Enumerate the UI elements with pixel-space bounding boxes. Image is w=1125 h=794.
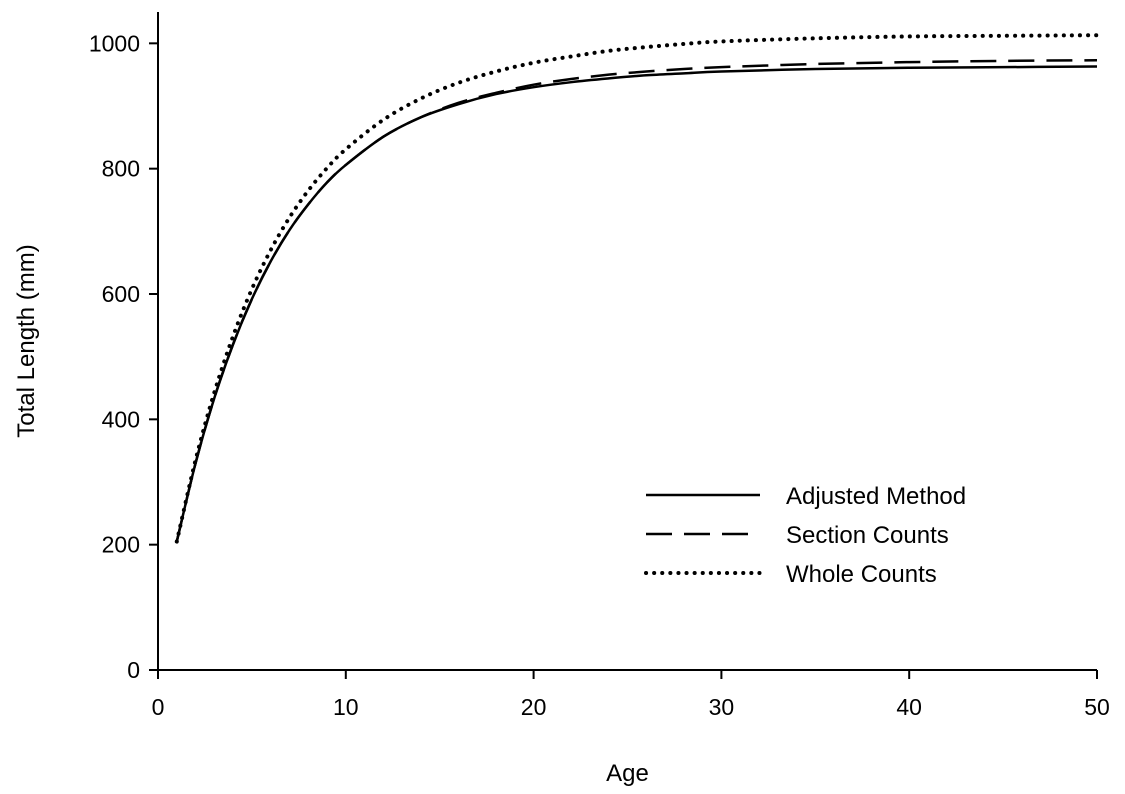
y-tick-label: 800 [102, 156, 140, 182]
legend-label: Section Counts [786, 522, 949, 549]
y-tick-label: 1000 [89, 30, 140, 56]
x-tick-label: 10 [333, 694, 359, 720]
y-tick-label: 600 [102, 281, 140, 307]
y-tick-label: 0 [127, 657, 140, 683]
legend-label: Whole Counts [786, 561, 937, 588]
series-line-section-counts [175, 59, 1098, 542]
series-layer [174, 33, 1099, 544]
legend: Adjusted Method Section Counts Whole Count… [644, 483, 966, 588]
y-axis-title: Total Length (mm) [13, 244, 40, 437]
x-tick-label: 30 [709, 694, 735, 720]
y-tick-label: 400 [102, 406, 140, 432]
x-tick-label: 0 [152, 694, 165, 720]
axes: 0 200 400 600 800 1000 0 10 20 30 40 50 [89, 12, 1110, 720]
x-tick-label: 40 [896, 694, 922, 720]
x-axis-title: Age [606, 760, 649, 787]
series-line-whole-counts [174, 33, 1099, 544]
y-ticks: 0 200 400 600 800 1000 [89, 30, 158, 683]
x-tick-label: 50 [1084, 694, 1110, 720]
y-tick-label: 200 [102, 532, 140, 558]
series-line-adjusted-method [175, 65, 1098, 542]
x-ticks: 0 10 20 30 40 50 [152, 670, 1110, 720]
legend-label: Adjusted Method [786, 483, 966, 510]
x-tick-label: 20 [521, 694, 547, 720]
